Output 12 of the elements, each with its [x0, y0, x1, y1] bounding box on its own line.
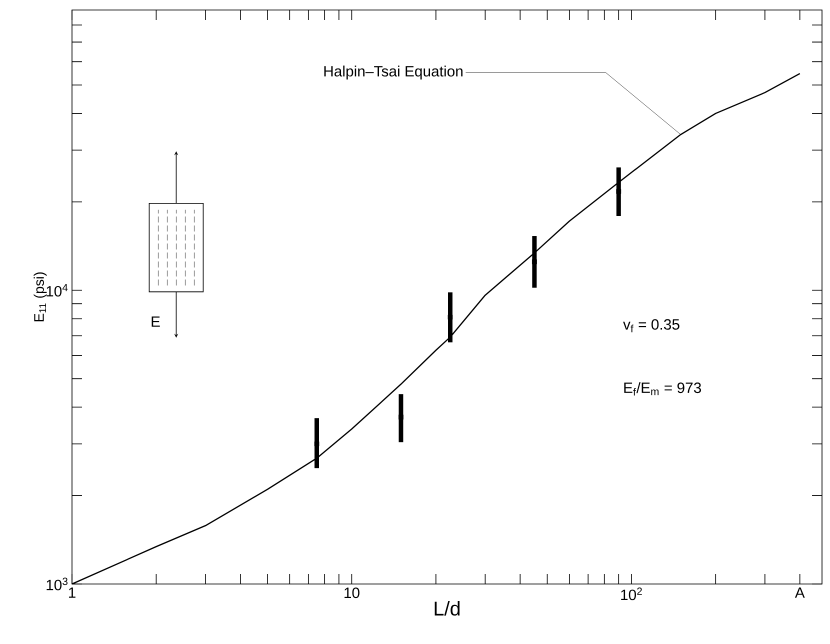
x-tick-label: 10 [344, 588, 360, 598]
x-tick-label: A [794, 588, 805, 598]
annotation: v$_{f}$ = 0.35 [623, 319, 680, 332]
annotation: E [152, 316, 160, 327]
x-tick-label: 1 [68, 588, 76, 598]
x-tick-label: 10$^{2}$ [621, 588, 642, 600]
y-tick-label: 10$^{4}$ [46, 284, 68, 297]
annotation: Halpin–Tsai Equation [324, 66, 462, 80]
y-tick-label: 10$^{3}$ [46, 578, 68, 590]
y-axis-title: E$_{11}$ (psi) [34, 272, 47, 322]
x-axis-title: L/d [434, 601, 460, 616]
annotation: E$_{f}$/E$_{m}$ = 973 [624, 382, 702, 396]
